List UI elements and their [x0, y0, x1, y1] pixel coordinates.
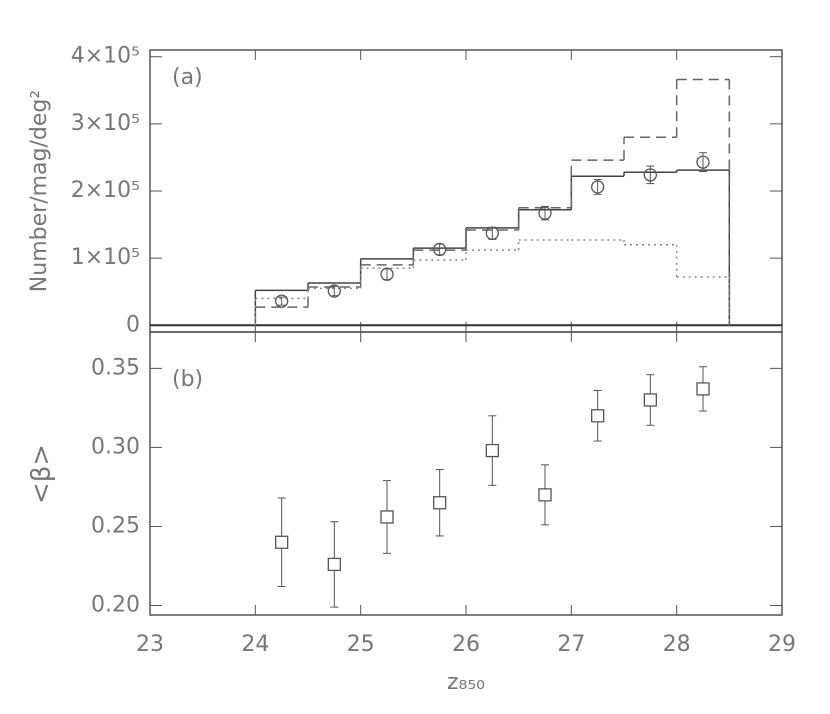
x-tick-label: 26 — [452, 632, 480, 657]
panel-a-frame — [149, 49, 783, 333]
data-point — [380, 510, 394, 524]
data-point — [643, 168, 657, 182]
data-point — [327, 284, 341, 298]
data-point — [433, 496, 447, 510]
y-tick-label: 2×10⁵ — [71, 178, 140, 203]
data-point — [433, 242, 447, 257]
data-point — [275, 535, 289, 549]
y-tick-label: 4×10⁵ — [71, 44, 140, 69]
data-point — [591, 409, 605, 423]
data-point — [696, 382, 710, 396]
data-point — [275, 294, 289, 308]
y-tick-label: 0.35 — [91, 355, 140, 380]
panel-a-label: (a) — [172, 65, 203, 90]
y-tick-label: 0.20 — [91, 593, 140, 618]
y-tick-label: 0 — [126, 312, 140, 337]
y-tick-label: 1×10⁵ — [71, 245, 140, 270]
x-tick-label: 23 — [136, 632, 164, 657]
x-tick-label: 29 — [768, 632, 796, 657]
y-tick-label: 0.30 — [91, 434, 140, 459]
data-point — [643, 393, 657, 407]
panel-b-label: (b) — [172, 367, 203, 392]
data-point — [538, 488, 552, 502]
x-tick-label: 24 — [241, 632, 269, 657]
data-point — [380, 267, 394, 281]
data-point — [591, 180, 605, 194]
data-point — [696, 155, 710, 169]
x-axis-label: z₈₅₀ — [447, 670, 485, 695]
data-point — [327, 557, 341, 572]
y-axis-label: Number/mag/deg² — [27, 90, 52, 292]
x-tick-label: 27 — [557, 632, 585, 657]
data-point — [485, 226, 499, 240]
y-axis-label: <β> — [27, 444, 57, 504]
data-point — [538, 206, 552, 220]
y-tick-label: 3×10⁵ — [71, 111, 140, 136]
panel-b-frame — [149, 331, 783, 616]
x-tick-label: 25 — [347, 632, 375, 657]
data-point — [485, 443, 499, 458]
x-tick-label: 28 — [663, 632, 691, 657]
y-tick-label: 0.25 — [91, 513, 140, 538]
